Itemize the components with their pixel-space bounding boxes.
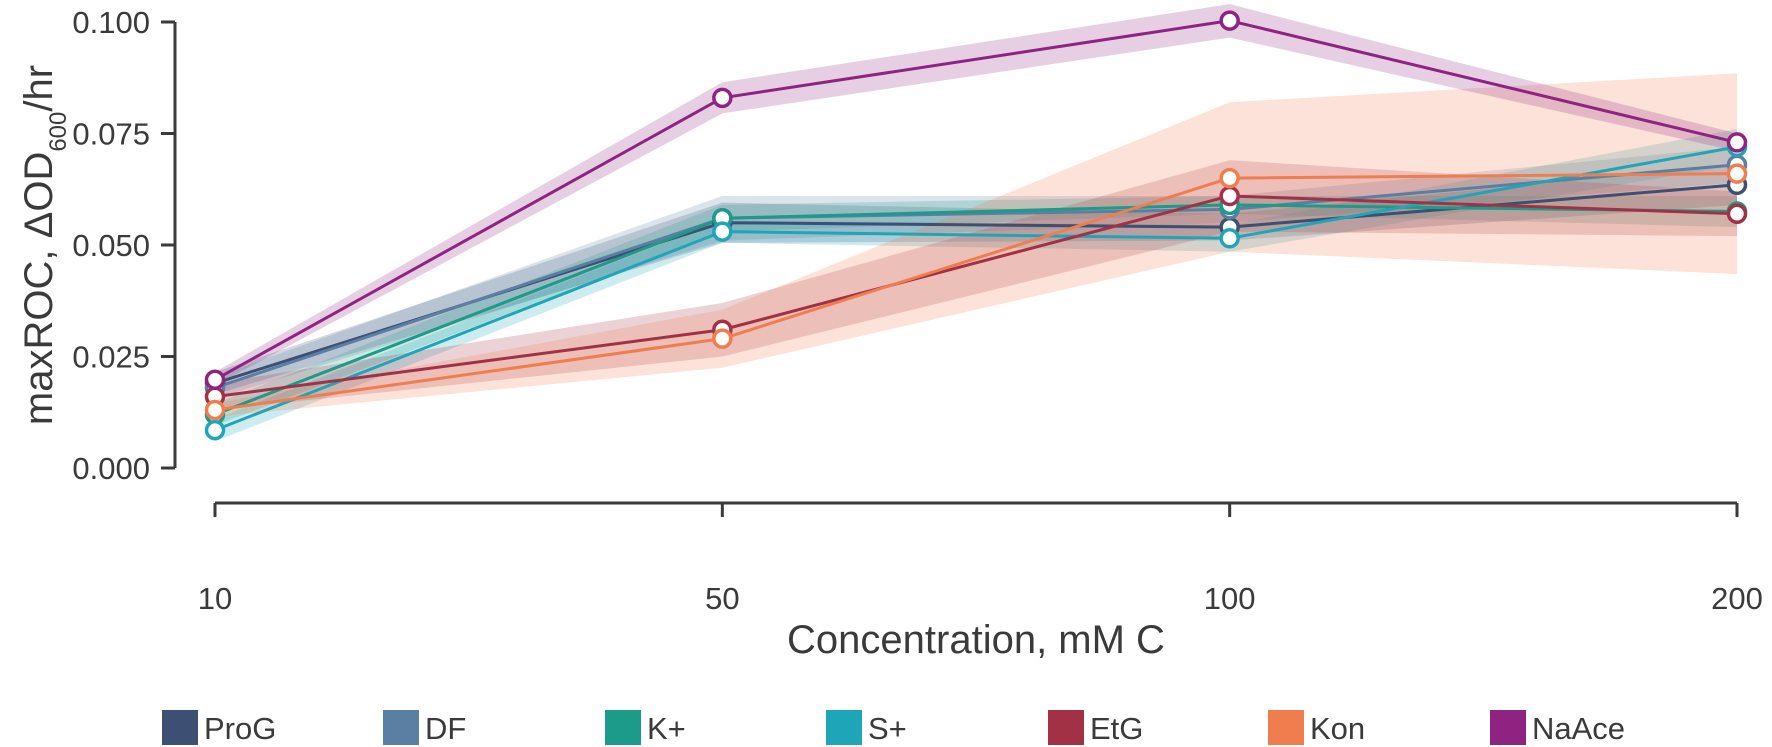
- y-tick-label: 0.100: [72, 5, 150, 40]
- legend: ProG DF K+ S+ EtG Kon NaAce: [162, 710, 1625, 746]
- point-s-10: [204, 419, 226, 441]
- legend-swatch-s: [826, 710, 862, 745]
- y-tick-label: 0.075: [72, 117, 150, 152]
- legend-swatch-prog: [162, 710, 198, 745]
- legend-swatch-k: [605, 710, 641, 745]
- point-kon-10: [204, 399, 226, 421]
- series-line-kon: [214, 172, 1738, 412]
- band-k: [215, 195, 1737, 426]
- y-tick-label: 0.025: [72, 340, 150, 375]
- y-tick-label: 0.000: [72, 451, 150, 486]
- band-prog: [215, 164, 1737, 395]
- x-tick-label: 10: [198, 581, 232, 616]
- series-lines: [214, 19, 1738, 432]
- point-naace-50: [712, 87, 733, 109]
- legend-swatch-etg: [1048, 710, 1084, 745]
- series-line-df: [214, 163, 1738, 390]
- series-line-naace: [214, 19, 1738, 382]
- point-naace-10: [204, 369, 226, 390]
- point-kon-100: [1219, 167, 1240, 189]
- point-s-50: [712, 221, 733, 242]
- legend-label-naace: NaAce: [1532, 711, 1625, 746]
- point-naace-100: [1219, 10, 1240, 31]
- series-line-etg: [214, 194, 1738, 399]
- y-axis-title: maxROC, ΔOD600/hr: [17, 65, 72, 425]
- point-kon-50: [712, 328, 733, 349]
- point-s-100: [1219, 228, 1240, 249]
- x-tick-label: 100: [1204, 581, 1256, 616]
- legend-label-df: DF: [425, 711, 466, 746]
- series-line-s: [214, 145, 1738, 432]
- y-axis-title-suffix: /hr: [17, 65, 61, 112]
- legend-swatch-naace: [1490, 710, 1526, 745]
- y-axis-title-prefix: maxROC, ΔOD: [17, 152, 61, 425]
- point-kon-200: [1726, 163, 1748, 184]
- legend-swatch-df: [383, 710, 419, 745]
- x-axis-title: Concentration, mM C: [787, 618, 1165, 662]
- series-line-k: [214, 203, 1738, 416]
- point-etg-200: [1726, 203, 1748, 225]
- point-naace-200: [1726, 132, 1748, 153]
- x-axis: 10 50 100 200: [198, 501, 1763, 616]
- y-axis-title-subscript: 600: [45, 112, 72, 152]
- series-markers: [204, 10, 1748, 441]
- legend-label-k: K+: [647, 711, 686, 746]
- point-etg-100: [1219, 185, 1240, 207]
- legend-label-kon: Kon: [1310, 711, 1365, 746]
- legend-swatch-kon: [1268, 710, 1304, 745]
- band-kon: [215, 73, 1737, 417]
- legend-label-etg: EtG: [1090, 711, 1143, 746]
- x-tick-label: 50: [705, 581, 739, 616]
- x-tick-label: 200: [1711, 581, 1763, 616]
- y-tick-label: 0.050: [72, 228, 150, 263]
- legend-label-s: S+: [868, 711, 907, 746]
- confidence-bands: [215, 4, 1737, 442]
- legend-label-prog: ProG: [204, 711, 276, 746]
- band-df: [215, 146, 1737, 399]
- y-axis: 0.000 0.025 0.050 0.075 0.100: [72, 5, 177, 486]
